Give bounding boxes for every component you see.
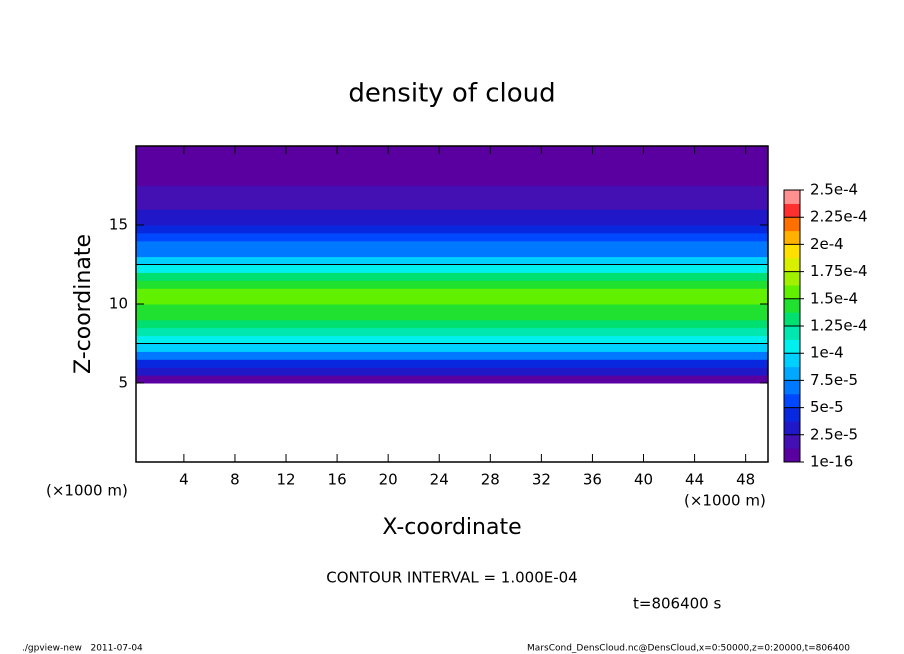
x-tick-label: 28 [481,471,500,489]
density-band [136,351,768,360]
density-band [136,327,768,337]
colorbar-swatch [784,380,800,395]
colorbar-swatch [784,230,800,245]
colorbar-label: 1e-16 [810,453,853,471]
density-band [136,169,768,179]
density-band [136,256,768,265]
time-label: t=806400 s [633,595,721,613]
colorbar-label: 2.25e-4 [810,208,868,226]
density-band [136,146,768,155]
colorbar-swatch [784,190,800,204]
x-tick-label: 48 [736,471,755,489]
colorbar-swatch [784,434,800,449]
density-band [136,367,768,376]
colorbar-label: 5e-5 [810,398,844,416]
colorbar-swatch [784,298,800,313]
density-band [136,319,768,329]
density-band [136,288,768,297]
footer-right: MarsCond_DensCloud.nc@DensCloud,x=0:5000… [527,644,850,654]
density-band [136,343,768,352]
x-unit: (×1000 m) [684,492,766,510]
density-band [136,153,768,163]
x-tick-label: 8 [230,471,240,489]
contour-note: CONTOUR INTERVAL = 1.000E-04 [326,569,577,587]
x-tick-label: 36 [583,471,602,489]
density-band [136,296,768,305]
density-band [136,225,768,234]
footer-left: ./gpview-new 2011-07-04 [22,644,143,654]
y-tick-label: 15 [109,216,128,234]
density-band [136,311,768,321]
colorbar-swatch [784,448,800,463]
x-tick-label: 4 [179,471,189,489]
colorbar-label: 7.5e-5 [810,371,858,389]
density-band [136,240,768,250]
x-tick-label: 44 [685,471,704,489]
colorbar-swatch [784,394,800,408]
density-band [136,280,768,289]
x-tick-label: 32 [532,471,551,489]
density-band [136,217,768,226]
colorbar-swatch [784,217,800,232]
colorbar-label: 1.5e-4 [810,289,858,307]
colorbar-label: 2.5e-4 [810,181,858,199]
density-band [136,177,768,186]
density-band [136,375,768,384]
colorbar-swatch [784,285,800,300]
y-axis-label: Z-coordinate [71,234,96,374]
density-band [136,232,768,242]
x-tick-label: 16 [328,471,347,489]
colorbar-label: 1.25e-4 [810,317,868,335]
density-band [136,209,768,218]
density-band [136,272,768,281]
x-tick-label: 40 [634,471,653,489]
colorbar-label: 1e-4 [810,344,844,362]
colorbar-swatch [784,421,800,436]
y-tick-label: 10 [109,295,128,313]
chart-title: density of cloud [348,79,555,109]
colorbar-swatch [784,258,800,272]
x-tick-label: 24 [430,471,449,489]
colorbar-label: 2.5e-5 [810,425,858,443]
colorbar-swatch [784,353,800,368]
x-tick-label: 12 [276,471,295,489]
colorbar-swatch [784,339,800,354]
density-band [136,248,768,258]
y-unit: (×1000 m) [46,482,128,500]
colorbar-swatch [784,312,800,327]
colorbar-label: 2e-4 [810,235,844,253]
colorbar-swatch [784,203,800,218]
density-band [136,335,768,344]
density-band [136,304,768,313]
colorbar-swatch [784,366,800,381]
colorbar-swatch [784,407,800,422]
density-band [136,193,768,202]
colorbar-swatch [784,271,800,286]
density-band [136,161,768,171]
x-tick-label: 20 [379,471,398,489]
x-axis-label: X-coordinate [382,515,521,540]
density-band [136,359,768,368]
colorbar-label: 1.75e-4 [810,262,868,280]
y-tick-label: 5 [118,374,128,392]
density-band [136,264,768,273]
density-band [136,185,768,194]
colorbar-swatch [784,326,800,340]
colorbar-swatch [784,244,800,259]
density-band [136,201,768,210]
